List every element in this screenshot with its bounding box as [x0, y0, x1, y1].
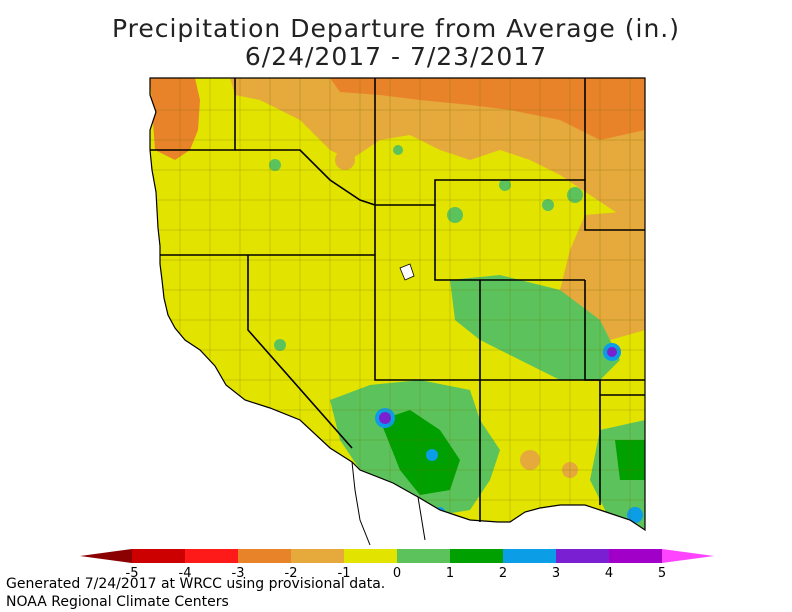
legend-swatch — [344, 549, 397, 563]
state-borders — [150, 78, 645, 522]
legend-tick-label: 1 — [446, 566, 454, 581]
legend-tick-label: -5 — [126, 566, 139, 581]
legend-tick-label: -3 — [232, 566, 245, 581]
legend-swatch — [291, 549, 344, 563]
legend-swatch — [609, 549, 662, 563]
legend-swatch — [132, 549, 185, 563]
legend-arrow-high — [662, 549, 714, 563]
legend-tick-label: 2 — [499, 566, 507, 581]
legend-swatch — [503, 549, 556, 563]
legend-tick-label: -1 — [338, 566, 351, 581]
footer-generated: Generated 7/24/2017 at WRCC using provis… — [6, 576, 386, 592]
legend-swatch — [185, 549, 238, 563]
legend-swatch — [450, 549, 503, 563]
legend-tick-label: -2 — [285, 566, 298, 581]
mexico-outline — [351, 461, 426, 546]
map-title: Precipitation Departure from Average (in… — [112, 14, 680, 43]
legend-arrow-low — [80, 549, 132, 563]
legend-swatch — [397, 549, 450, 563]
footer-source: NOAA Regional Climate Centers — [6, 594, 229, 610]
legend-swatch — [556, 549, 609, 563]
legend-tick-label: 4 — [605, 566, 613, 581]
anomaly-fill — [150, 78, 645, 530]
legend: -5 -4 -3 -2 -1 0 1 2 3 4 5 — [80, 549, 714, 581]
legend-tick-label: 5 — [658, 566, 666, 581]
great-salt-lake — [399, 263, 415, 281]
legend-tick-label: 3 — [552, 566, 560, 581]
coastline — [149, 77, 646, 532]
map-date-range: 6/24/2017 - 7/23/2017 — [244, 42, 548, 71]
legend-swatch — [238, 549, 291, 563]
county-lines — [150, 78, 645, 530]
legend-tick-label: 0 — [393, 566, 401, 581]
legend-tick-label: -4 — [179, 566, 192, 581]
